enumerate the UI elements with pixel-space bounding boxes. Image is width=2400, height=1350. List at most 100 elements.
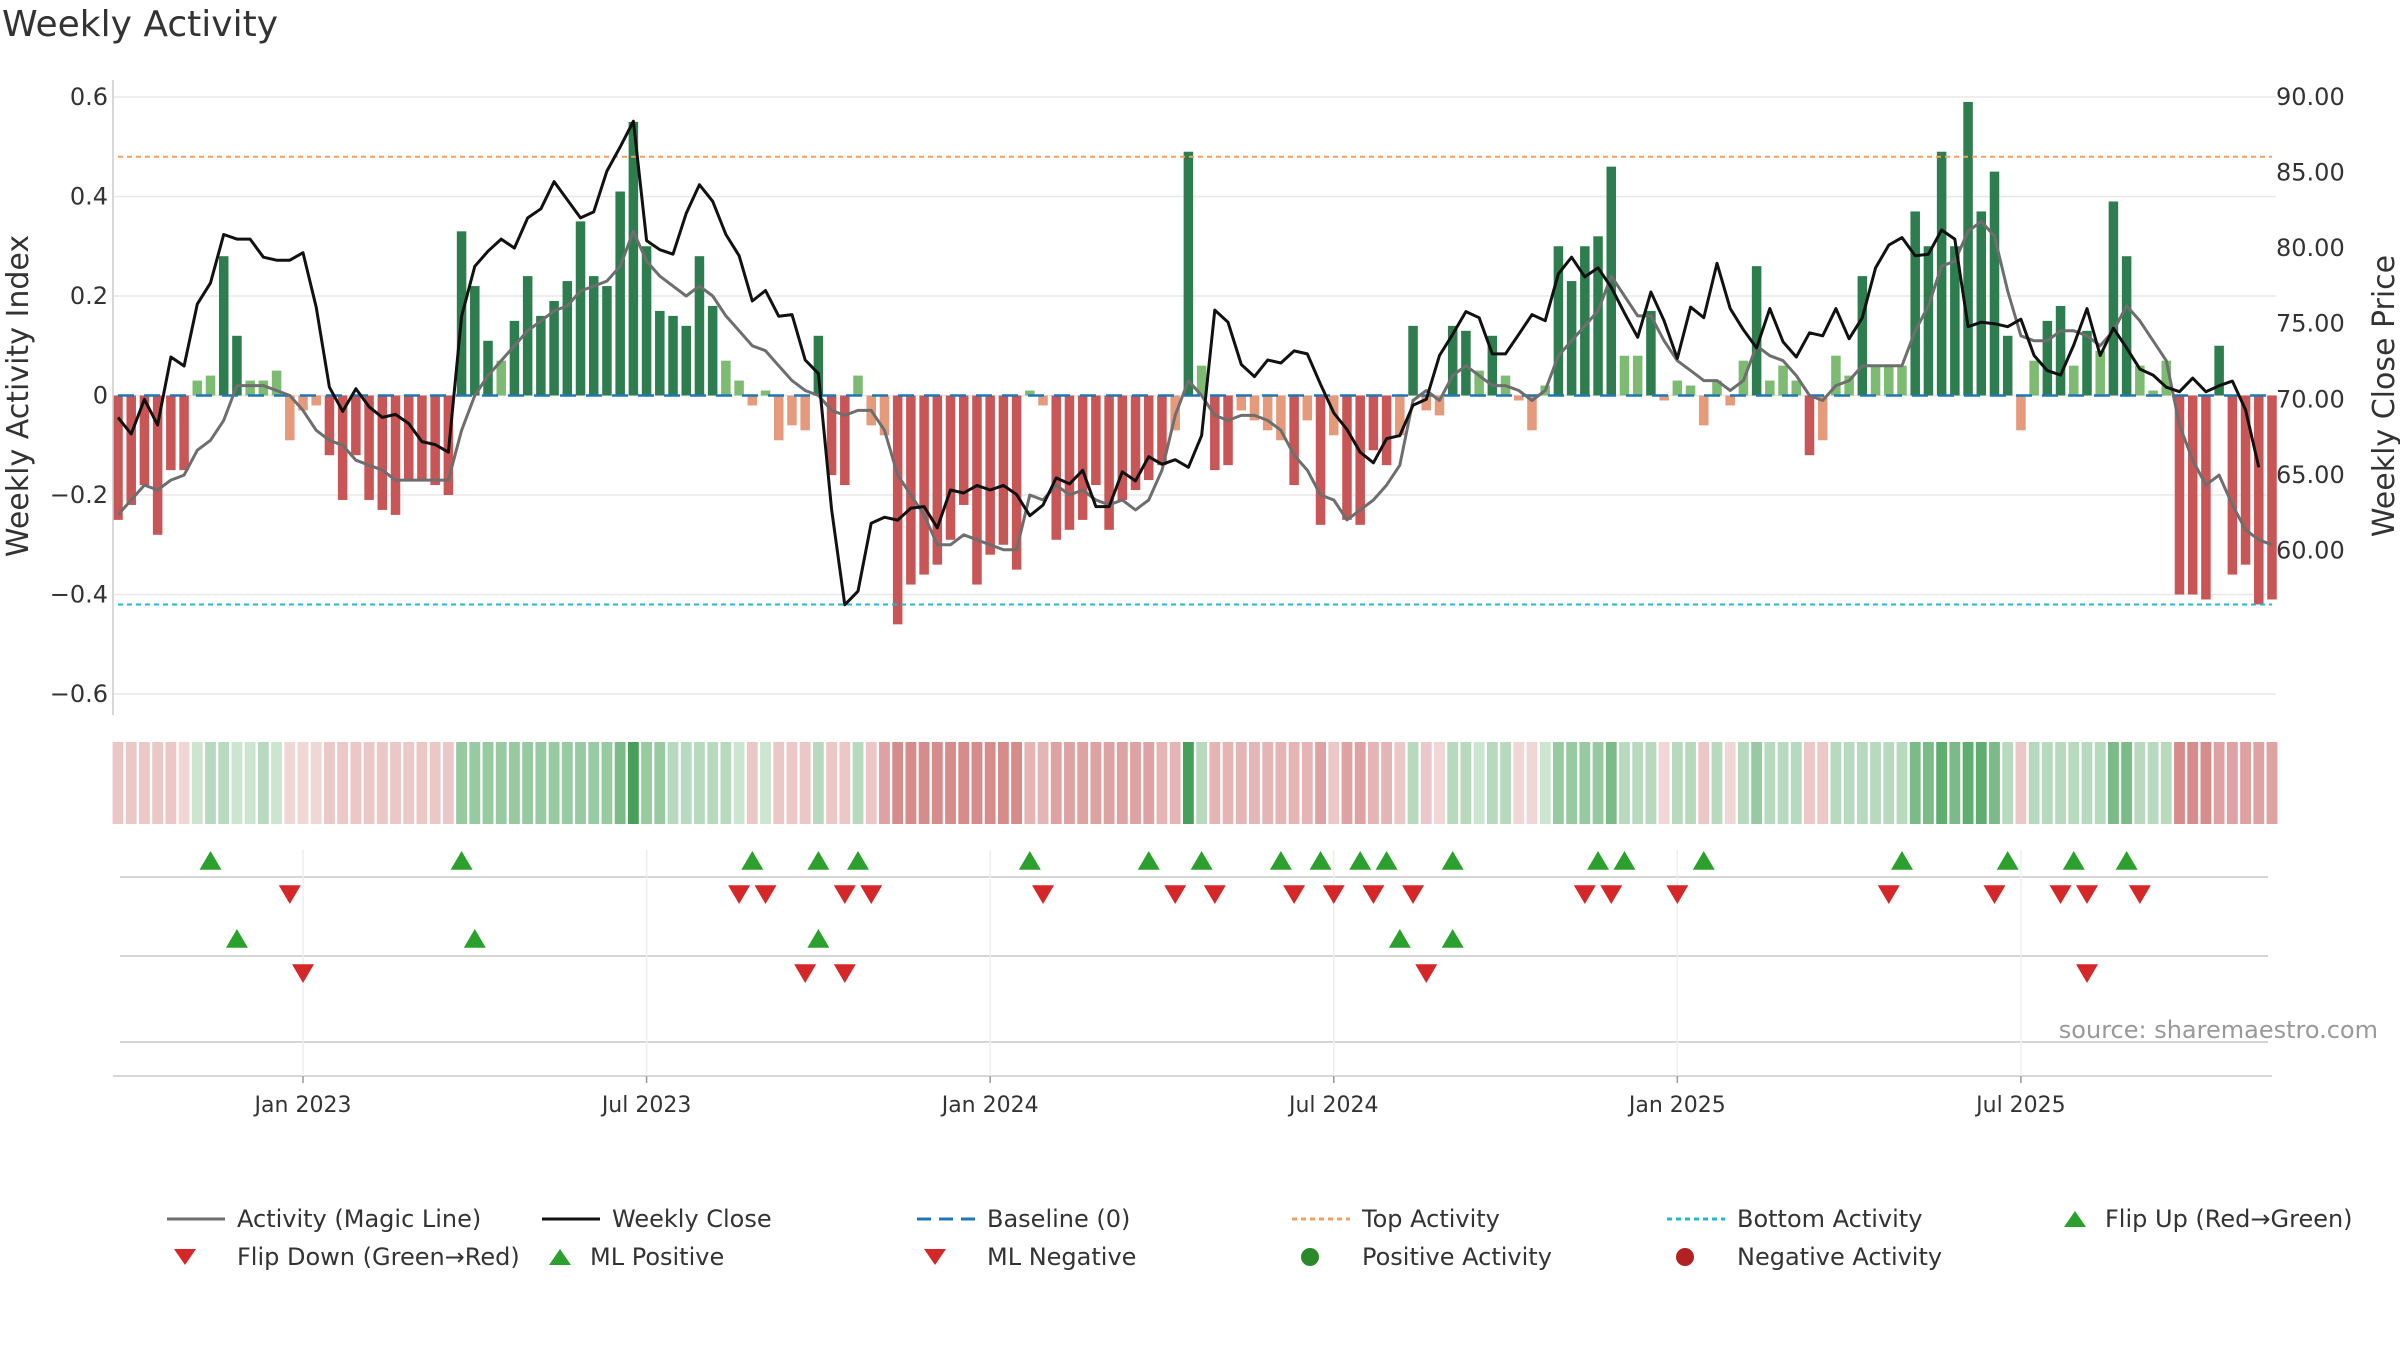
activity-bar <box>972 395 982 585</box>
activity-bar <box>879 395 890 436</box>
activity-bar <box>1685 385 1696 396</box>
strip-cell <box>495 742 507 824</box>
legend-item-baseline: Baseline (0) <box>915 1205 1130 1233</box>
strip-cell <box>1262 742 1274 824</box>
strip-cell <box>760 742 771 824</box>
activity-bar <box>1210 395 1220 471</box>
activity-bar <box>721 360 731 396</box>
strip-cell <box>627 742 639 824</box>
y2-axis-label: Weekly Close Price <box>2367 255 2400 537</box>
strip-cell <box>1883 742 1895 824</box>
activity-bar <box>2214 345 2224 396</box>
flip-up-marker <box>807 851 830 870</box>
activity-bar <box>271 370 282 396</box>
strip-cell <box>2041 742 2053 824</box>
strip-cell <box>2028 742 2040 824</box>
strip-cell <box>442 742 454 824</box>
strip-cell <box>1328 742 1340 824</box>
activity-bar <box>1778 365 1788 396</box>
activity-bar <box>2227 395 2238 575</box>
activity-bar <box>906 395 916 585</box>
activity-bar <box>1355 395 1365 525</box>
strip-cell <box>1447 742 1459 824</box>
legend-item-flip-up: Flip Up (Red→Green) <box>2055 1205 2353 1233</box>
activity-bar <box>1514 395 1524 401</box>
strip-cell <box>535 742 547 824</box>
y2-tick-label: 60.00 <box>2276 536 2345 564</box>
activity-bar <box>549 300 559 396</box>
strip-cell <box>1671 742 1683 824</box>
strip-cell <box>350 742 362 824</box>
flip-down-marker <box>1666 885 1689 904</box>
strip-cell <box>2253 742 2265 824</box>
strip-cell <box>456 742 468 824</box>
activity-bar <box>2174 395 2185 595</box>
legend-item-negative-activity: Negative Activity <box>1665 1243 1942 1271</box>
strip-cell <box>958 742 970 824</box>
strip-cell <box>1949 742 1961 824</box>
activity-bar <box>1289 395 1299 486</box>
activity-bar <box>1897 365 1907 396</box>
legend-item-top-activity: Top Activity <box>1290 1205 1500 1233</box>
activity-bar <box>113 395 123 520</box>
flip-down-marker <box>728 885 751 904</box>
activity-bar <box>1276 395 1286 441</box>
strip-cell <box>680 742 692 824</box>
strip-cell <box>2121 742 2133 824</box>
activity-bar <box>787 395 797 426</box>
strip-cell <box>1077 742 1089 824</box>
strip-cell <box>257 742 269 824</box>
strip-cell <box>2240 742 2251 824</box>
activity-bar <box>1791 380 1802 396</box>
activity-bar <box>2016 395 2026 431</box>
activity-bar <box>245 380 255 396</box>
activity-bar <box>390 395 401 515</box>
weekly-close-line <box>116 119 2261 607</box>
activity-bar <box>1923 246 1934 396</box>
activity-bar <box>1130 395 1141 491</box>
strip-cell <box>1024 742 1036 824</box>
strip-cell <box>1658 742 1670 824</box>
activity-bar <box>1051 395 1062 540</box>
source-label: source: sharemaestro.com <box>2059 1016 2378 1044</box>
strip-cell <box>1856 742 1868 824</box>
flip-up-marker <box>1890 851 1913 870</box>
activity-bar <box>1395 395 1405 436</box>
strip-cell <box>945 742 956 824</box>
activity-bar <box>1672 380 1683 396</box>
chart-canvas: 0.6 0.4 0.2 0 −0.2 −0.4 −0.6 90.00 85.00 80.00 75.… <box>1 80 2400 1118</box>
strip-cell <box>1407 742 1419 824</box>
strip-cell <box>1235 742 1247 824</box>
strip-cell <box>799 742 811 824</box>
ml-positive-marker <box>225 929 248 948</box>
activity-bar <box>285 395 295 441</box>
activity-bar <box>2042 320 2053 396</box>
flip-up-marker <box>199 851 222 870</box>
strip-cell <box>1737 742 1749 824</box>
strip-cell <box>786 742 798 824</box>
strip-cell <box>482 742 494 824</box>
flip-down-marker <box>1362 885 1385 904</box>
strip-cell <box>931 742 943 824</box>
strip-cell <box>1790 742 1802 824</box>
chart-title: Weekly Activity <box>2 4 279 45</box>
strip-cell <box>1381 742 1393 824</box>
activity-bar <box>2095 350 2105 396</box>
activity-bar <box>1368 395 1379 451</box>
activity-bar <box>1236 395 1247 411</box>
flip-up-marker <box>1375 851 1398 870</box>
y2-tick-label: 70.00 <box>2276 385 2345 413</box>
activity-bar <box>2187 395 2198 595</box>
strip-cell <box>1130 742 1141 824</box>
strip-cell <box>773 742 785 824</box>
activity-bar <box>1421 395 1432 411</box>
flip-down-marker <box>1402 885 1425 904</box>
activity-bar <box>232 335 242 396</box>
ml-negative-marker <box>1415 964 1438 983</box>
activity-bar <box>403 395 414 481</box>
activity-bar <box>1831 355 1841 396</box>
activity-bars <box>113 101 2277 625</box>
activity-bar <box>1765 380 1775 396</box>
activity-bar <box>734 380 744 396</box>
activity-bar <box>1342 395 1352 520</box>
